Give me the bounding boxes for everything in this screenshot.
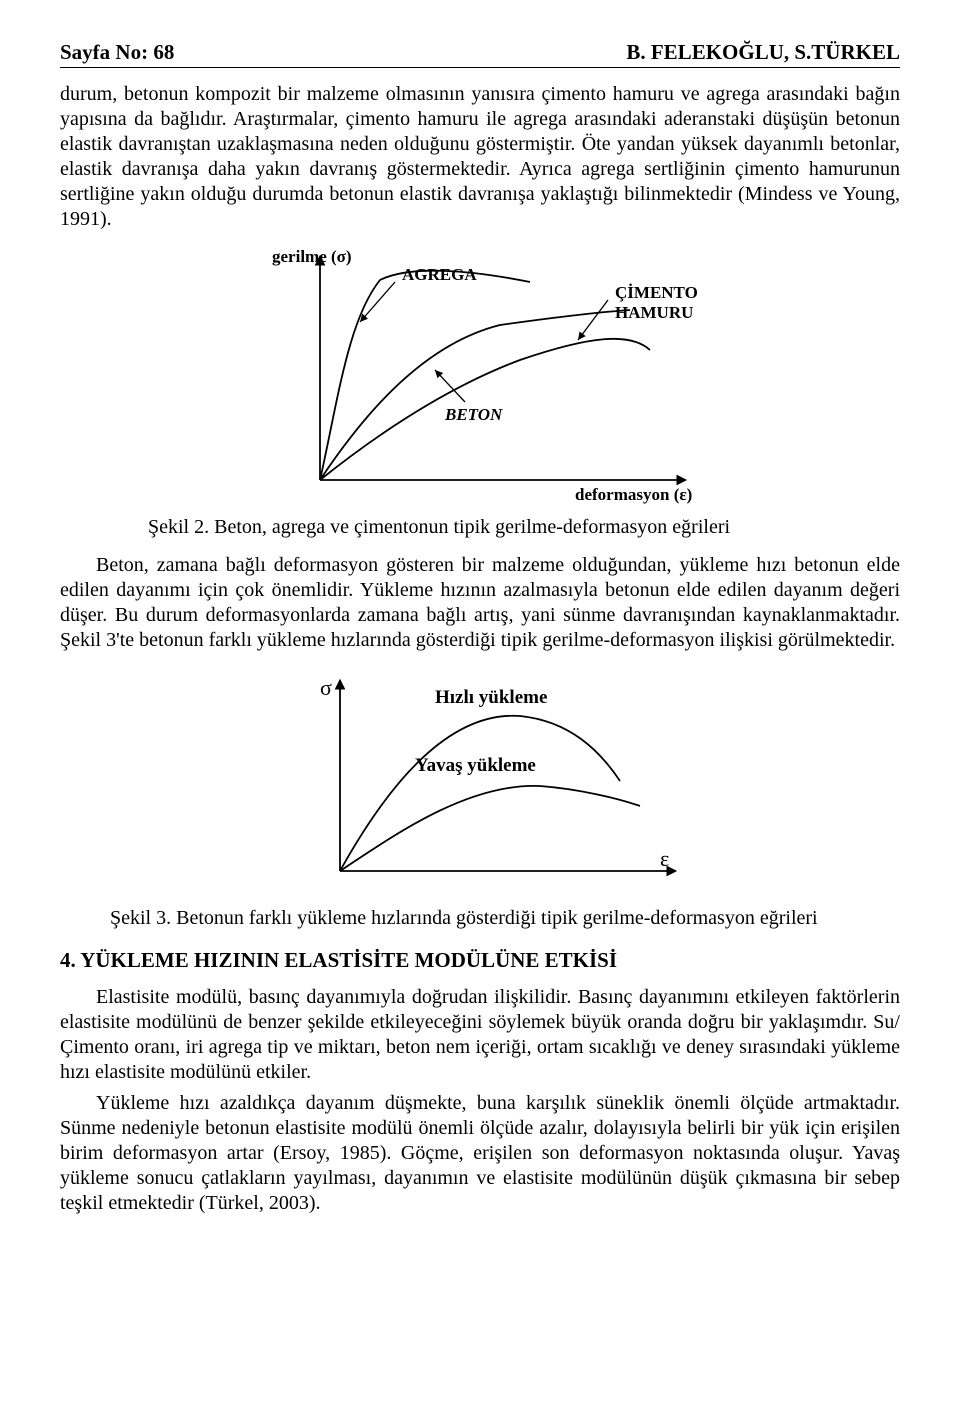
svg-text:ε: ε bbox=[660, 846, 669, 871]
figure-3: σ ε Hızlı yükleme Yavaş yükleme bbox=[60, 671, 900, 901]
svg-text:HAMURU: HAMURU bbox=[615, 303, 693, 322]
svg-text:Hızlı yükleme: Hızlı yükleme bbox=[435, 687, 547, 708]
header-right: B. FELEKOĞLU, S.TÜRKEL bbox=[626, 40, 900, 65]
page-header: Sayfa No: 68 B. FELEKOĞLU, S.TÜRKEL bbox=[60, 40, 900, 68]
figure-2: gerilme (σ) deformasyon (ε) AGREGA ÇİMENTOH… bbox=[60, 250, 900, 510]
svg-text:gerilme (σ): gerilme (σ) bbox=[272, 250, 352, 266]
page: Sayfa No: 68 B. FELEKOĞLU, S.TÜRKEL duru… bbox=[0, 0, 960, 1272]
figure-2-svg: gerilme (σ) deformasyon (ε) AGREGA ÇİMENTOH… bbox=[220, 250, 740, 510]
svg-text:deformasyon (ε): deformasyon (ε) bbox=[575, 485, 692, 504]
figure-2-caption: Şekil 2. Beton, agrega ve çimentonun tip… bbox=[60, 516, 900, 539]
figure-3-svg: σ ε Hızlı yükleme Yavaş yükleme bbox=[220, 671, 740, 901]
paragraph-3: Elastisite modülü, basınç dayanımıyla do… bbox=[60, 985, 900, 1085]
paragraph-2: Beton, zamana bağlı deformasyon gösteren… bbox=[60, 553, 900, 653]
svg-text:σ: σ bbox=[320, 675, 332, 700]
svg-text:Yavaş yükleme: Yavaş yükleme bbox=[415, 755, 536, 776]
svg-text:AGREGA: AGREGA bbox=[402, 265, 477, 284]
svg-text:ÇİMENTO: ÇİMENTO bbox=[615, 283, 698, 302]
svg-text:BETON: BETON bbox=[444, 405, 503, 424]
paragraph-4: Yükleme hızı azaldıkça dayanım düşmekte,… bbox=[60, 1091, 900, 1216]
section-4-heading: 4. YÜKLEME HIZININ ELASTİSİTE MODÜLÜNE E… bbox=[60, 948, 900, 973]
paragraph-1: durum, betonun kompozit bir malzeme olma… bbox=[60, 82, 900, 232]
figure-3-caption: Şekil 3. Betonun farklı yükleme hızların… bbox=[60, 907, 900, 930]
header-left: Sayfa No: 68 bbox=[60, 40, 174, 65]
